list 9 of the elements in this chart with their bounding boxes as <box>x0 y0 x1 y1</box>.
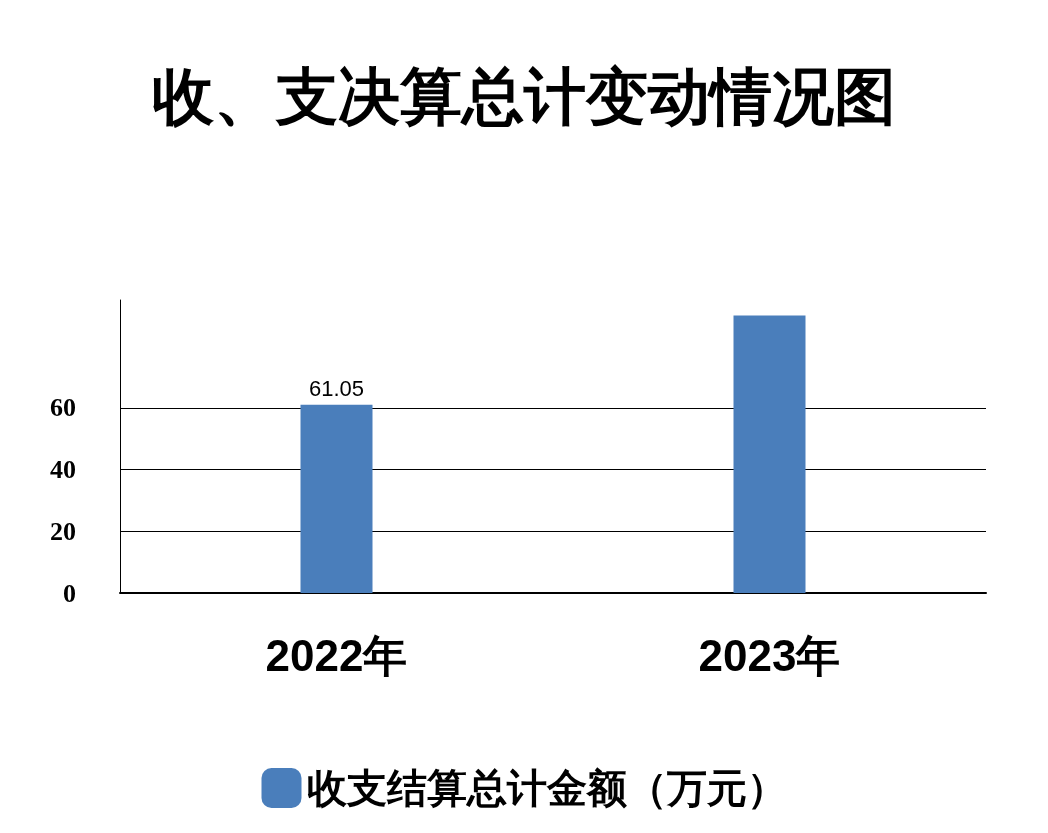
data-label: 61.05 <box>308 376 365 402</box>
x-tick-label: 2023年 <box>698 630 841 680</box>
y-tick-label: 40 <box>50 455 76 485</box>
y-tick-label: 0 <box>63 578 76 608</box>
chart-title: 收、支决算总计变动情况图 <box>152 59 896 133</box>
legend-label: 收支结算总计金额（万元） <box>306 765 787 811</box>
x-tick-label: 2022年 <box>265 630 408 680</box>
y-tick-label: 20 <box>50 516 76 546</box>
y-tick-label: 60 <box>50 393 76 423</box>
